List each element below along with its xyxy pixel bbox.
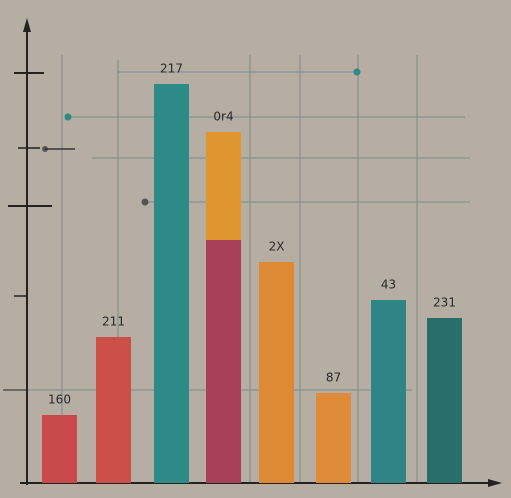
bar <box>96 337 131 483</box>
bar <box>259 262 294 483</box>
bar <box>206 240 241 483</box>
bar-annotation: 0r4 <box>213 110 233 124</box>
bar <box>316 393 351 483</box>
bar-annotation: 217 <box>160 62 183 76</box>
bar <box>206 132 241 240</box>
bar <box>154 84 189 483</box>
bar-annotation: 231 <box>433 296 456 310</box>
bar-annotation: 160 <box>48 393 71 407</box>
bar-annotation: 211 <box>102 315 125 329</box>
bar <box>42 415 77 483</box>
bar-annotation: 43 <box>381 278 396 292</box>
bar <box>427 318 462 483</box>
bar-annotation: 87 <box>326 371 341 385</box>
bar <box>371 300 406 483</box>
bar-annotation: 2X <box>269 240 285 254</box>
